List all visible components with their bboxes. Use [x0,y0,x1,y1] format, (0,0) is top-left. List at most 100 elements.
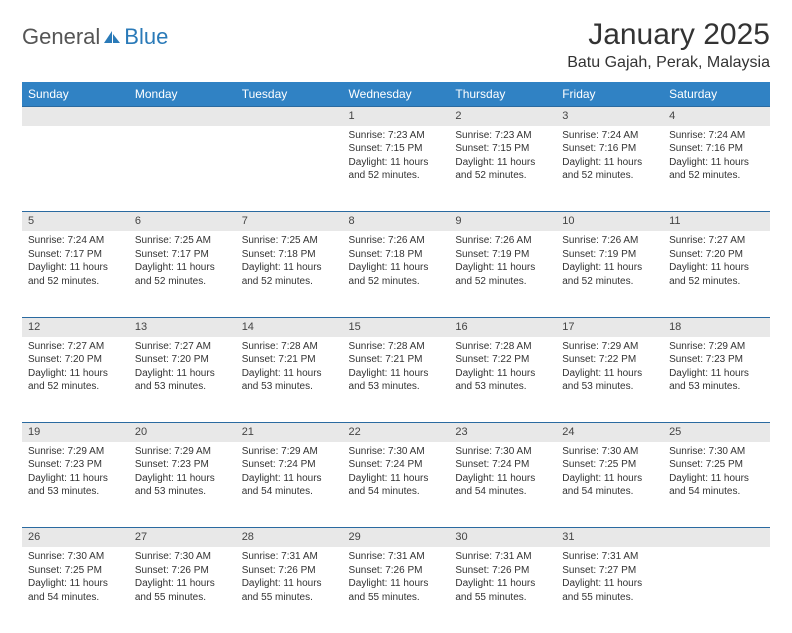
day-detail-cell: Sunrise: 7:28 AMSunset: 7:21 PMDaylight:… [236,337,343,423]
sunrise-line: Sunrise: 7:31 AM [455,550,550,564]
day-number-row: 262728293031 [22,528,770,547]
weekday-header: Monday [129,82,236,107]
sunset-line: Sunset: 7:19 PM [455,248,550,262]
sunset-line: Sunset: 7:22 PM [562,353,657,367]
day-number-cell: 3 [556,107,663,126]
sunset-line: Sunset: 7:23 PM [28,458,123,472]
day-detail-cell: Sunrise: 7:24 AMSunset: 7:17 PMDaylight:… [22,231,129,317]
calendar-body: 1234Sunrise: 7:23 AMSunset: 7:15 PMDayli… [22,107,770,633]
sail-icon [102,29,122,45]
day-number-cell: 5 [22,212,129,231]
brand-text-2: Blue [124,24,168,50]
sunrise-line: Sunrise: 7:30 AM [349,445,444,459]
day-number-row: 1234 [22,107,770,126]
sunset-line: Sunset: 7:18 PM [349,248,444,262]
daylight-line: Daylight: 11 hours and 52 minutes. [28,261,123,288]
day-number-cell [663,528,770,547]
sunrise-line: Sunrise: 7:29 AM [562,340,657,354]
day-detail-row: Sunrise: 7:30 AMSunset: 7:25 PMDaylight:… [22,547,770,633]
sunrise-line: Sunrise: 7:30 AM [562,445,657,459]
sunrise-line: Sunrise: 7:30 AM [28,550,123,564]
day-number-cell: 24 [556,423,663,442]
daylight-line: Daylight: 11 hours and 52 minutes. [562,156,657,183]
sunset-line: Sunset: 7:26 PM [135,564,230,578]
weekday-header: Saturday [663,82,770,107]
day-number-cell: 9 [449,212,556,231]
day-detail-cell: Sunrise: 7:31 AMSunset: 7:26 PMDaylight:… [343,547,450,633]
sunrise-line: Sunrise: 7:24 AM [562,129,657,143]
daylight-line: Daylight: 11 hours and 55 minutes. [242,577,337,604]
day-number-cell: 20 [129,423,236,442]
daylight-line: Daylight: 11 hours and 53 minutes. [28,472,123,499]
daylight-line: Daylight: 11 hours and 52 minutes. [349,261,444,288]
day-detail-cell: Sunrise: 7:30 AMSunset: 7:26 PMDaylight:… [129,547,236,633]
day-detail-cell: Sunrise: 7:23 AMSunset: 7:15 PMDaylight:… [449,126,556,212]
weekday-header: Tuesday [236,82,343,107]
day-number-row: 567891011 [22,212,770,231]
daylight-line: Daylight: 11 hours and 55 minutes. [455,577,550,604]
day-number-cell [22,107,129,126]
day-number-cell: 14 [236,317,343,336]
sunset-line: Sunset: 7:25 PM [562,458,657,472]
daylight-line: Daylight: 11 hours and 52 minutes. [242,261,337,288]
day-detail-cell: Sunrise: 7:31 AMSunset: 7:26 PMDaylight:… [236,547,343,633]
day-detail-cell: Sunrise: 7:29 AMSunset: 7:22 PMDaylight:… [556,337,663,423]
day-number-cell: 30 [449,528,556,547]
weekday-header: Sunday [22,82,129,107]
day-number-cell: 17 [556,317,663,336]
day-detail-cell: Sunrise: 7:29 AMSunset: 7:23 PMDaylight:… [22,442,129,528]
sunset-line: Sunset: 7:21 PM [349,353,444,367]
sunset-line: Sunset: 7:20 PM [669,248,764,262]
daylight-line: Daylight: 11 hours and 53 minutes. [349,367,444,394]
brand-logo: General Blue [22,24,168,50]
daylight-line: Daylight: 11 hours and 55 minutes. [349,577,444,604]
sunrise-line: Sunrise: 7:26 AM [349,234,444,248]
daylight-line: Daylight: 11 hours and 52 minutes. [669,156,764,183]
weekday-header-row: SundayMondayTuesdayWednesdayThursdayFrid… [22,82,770,107]
day-number-cell: 18 [663,317,770,336]
sunrise-line: Sunrise: 7:30 AM [455,445,550,459]
day-detail-cell [663,547,770,633]
sunset-line: Sunset: 7:24 PM [349,458,444,472]
sunrise-line: Sunrise: 7:31 AM [562,550,657,564]
sunrise-line: Sunrise: 7:28 AM [349,340,444,354]
sunset-line: Sunset: 7:20 PM [135,353,230,367]
sunset-line: Sunset: 7:19 PM [562,248,657,262]
daylight-line: Daylight: 11 hours and 54 minutes. [349,472,444,499]
sunset-line: Sunset: 7:16 PM [562,142,657,156]
sunset-line: Sunset: 7:26 PM [455,564,550,578]
sunset-line: Sunset: 7:25 PM [28,564,123,578]
sunrise-line: Sunrise: 7:27 AM [135,340,230,354]
location-text: Batu Gajah, Perak, Malaysia [567,54,770,72]
sunset-line: Sunset: 7:24 PM [242,458,337,472]
sunset-line: Sunset: 7:17 PM [28,248,123,262]
daylight-line: Daylight: 11 hours and 53 minutes. [669,367,764,394]
daylight-line: Daylight: 11 hours and 52 minutes. [28,367,123,394]
sunset-line: Sunset: 7:25 PM [669,458,764,472]
sunset-line: Sunset: 7:21 PM [242,353,337,367]
daylight-line: Daylight: 11 hours and 54 minutes. [242,472,337,499]
day-number-cell: 4 [663,107,770,126]
sunrise-line: Sunrise: 7:28 AM [455,340,550,354]
day-detail-cell: Sunrise: 7:24 AMSunset: 7:16 PMDaylight:… [556,126,663,212]
day-detail-cell: Sunrise: 7:30 AMSunset: 7:24 PMDaylight:… [343,442,450,528]
day-number-cell: 31 [556,528,663,547]
day-number-cell: 27 [129,528,236,547]
day-detail-row: Sunrise: 7:24 AMSunset: 7:17 PMDaylight:… [22,231,770,317]
calendar-table: SundayMondayTuesdayWednesdayThursdayFrid… [22,82,770,633]
daylight-line: Daylight: 11 hours and 54 minutes. [669,472,764,499]
sunrise-line: Sunrise: 7:25 AM [135,234,230,248]
brand-text-1: General [22,24,100,50]
day-detail-cell: Sunrise: 7:26 AMSunset: 7:18 PMDaylight:… [343,231,450,317]
day-detail-cell: Sunrise: 7:29 AMSunset: 7:23 PMDaylight:… [663,337,770,423]
sunset-line: Sunset: 7:26 PM [349,564,444,578]
daylight-line: Daylight: 11 hours and 53 minutes. [135,472,230,499]
daylight-line: Daylight: 11 hours and 52 minutes. [455,261,550,288]
sunrise-line: Sunrise: 7:31 AM [349,550,444,564]
day-number-cell: 2 [449,107,556,126]
sunrise-line: Sunrise: 7:27 AM [669,234,764,248]
day-number-cell: 16 [449,317,556,336]
sunrise-line: Sunrise: 7:23 AM [349,129,444,143]
sunrise-line: Sunrise: 7:30 AM [669,445,764,459]
daylight-line: Daylight: 11 hours and 54 minutes. [28,577,123,604]
